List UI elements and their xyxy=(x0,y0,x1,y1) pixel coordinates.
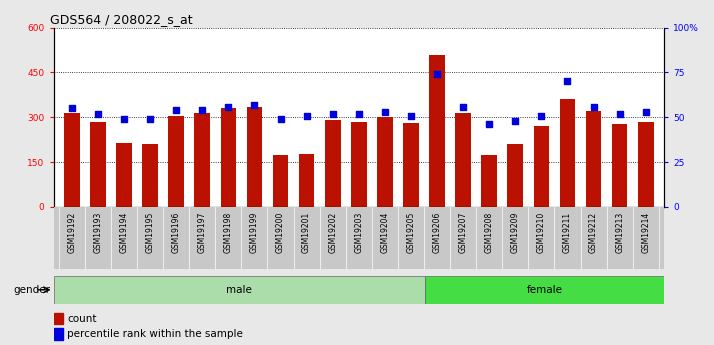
Bar xyxy=(377,117,393,207)
Bar xyxy=(142,144,158,207)
Text: GSM19213: GSM19213 xyxy=(615,212,624,253)
Point xyxy=(483,122,495,127)
Point xyxy=(353,111,365,117)
Point xyxy=(458,104,469,109)
Bar xyxy=(54,328,63,340)
Text: GSM19210: GSM19210 xyxy=(537,212,546,253)
Point xyxy=(119,116,130,122)
Bar xyxy=(298,154,314,207)
Bar xyxy=(169,116,184,207)
Bar xyxy=(116,143,132,207)
Point xyxy=(144,116,156,122)
Point xyxy=(588,104,599,109)
Point xyxy=(171,107,182,113)
Bar xyxy=(273,155,288,207)
Point xyxy=(92,111,104,117)
Point xyxy=(327,111,338,117)
Bar xyxy=(351,122,366,207)
Point xyxy=(536,113,547,118)
Text: GSM19202: GSM19202 xyxy=(328,212,337,253)
Text: GSM19203: GSM19203 xyxy=(354,212,363,253)
Point xyxy=(196,107,208,113)
Bar xyxy=(194,113,210,207)
Text: GSM19209: GSM19209 xyxy=(511,212,520,253)
Point xyxy=(275,116,286,122)
Point xyxy=(562,79,573,84)
Bar xyxy=(64,113,80,207)
Bar xyxy=(90,122,106,207)
Text: GSM19214: GSM19214 xyxy=(641,212,650,253)
Bar xyxy=(508,144,523,207)
Text: GSM19207: GSM19207 xyxy=(458,212,468,253)
Text: GSM19206: GSM19206 xyxy=(433,212,441,253)
Bar xyxy=(403,123,419,207)
Bar xyxy=(429,55,445,207)
Text: GSM19196: GSM19196 xyxy=(171,212,181,253)
Point xyxy=(510,118,521,124)
Bar xyxy=(425,276,664,304)
Bar xyxy=(612,124,628,207)
Text: male: male xyxy=(226,285,252,295)
Point xyxy=(223,104,234,109)
Text: GSM19205: GSM19205 xyxy=(406,212,416,253)
Bar xyxy=(221,108,236,207)
Text: GSM19198: GSM19198 xyxy=(224,212,233,253)
Point xyxy=(379,109,391,115)
Text: GSM19195: GSM19195 xyxy=(146,212,154,253)
Text: GSM19192: GSM19192 xyxy=(67,212,76,253)
Bar xyxy=(585,111,601,207)
Bar xyxy=(638,122,653,207)
Text: gender: gender xyxy=(13,285,50,295)
Point xyxy=(640,109,651,115)
Bar xyxy=(533,126,549,207)
Text: percentile rank within the sample: percentile rank within the sample xyxy=(67,329,243,339)
Bar xyxy=(481,155,497,207)
Bar xyxy=(560,99,575,207)
Point xyxy=(614,111,625,117)
Text: GSM19201: GSM19201 xyxy=(302,212,311,253)
Text: GSM19194: GSM19194 xyxy=(119,212,129,253)
Bar xyxy=(325,120,341,207)
Bar xyxy=(246,107,262,207)
Text: GSM19211: GSM19211 xyxy=(563,212,572,253)
Text: GDS564 / 208022_s_at: GDS564 / 208022_s_at xyxy=(51,13,193,27)
Text: GSM19208: GSM19208 xyxy=(485,212,493,253)
Text: GSM19200: GSM19200 xyxy=(276,212,285,253)
Point xyxy=(248,102,260,108)
Point xyxy=(431,71,443,77)
Point xyxy=(301,113,312,118)
Text: count: count xyxy=(67,314,97,324)
Text: GSM19193: GSM19193 xyxy=(94,212,102,253)
Point xyxy=(66,106,78,111)
Text: female: female xyxy=(527,285,563,295)
Point xyxy=(406,113,417,118)
Bar xyxy=(456,113,471,207)
Text: GSM19204: GSM19204 xyxy=(381,212,389,253)
Bar xyxy=(54,313,63,324)
Text: GSM19212: GSM19212 xyxy=(589,212,598,253)
Bar xyxy=(54,276,425,304)
Text: GSM19197: GSM19197 xyxy=(198,212,207,253)
Text: GSM19199: GSM19199 xyxy=(250,212,259,253)
